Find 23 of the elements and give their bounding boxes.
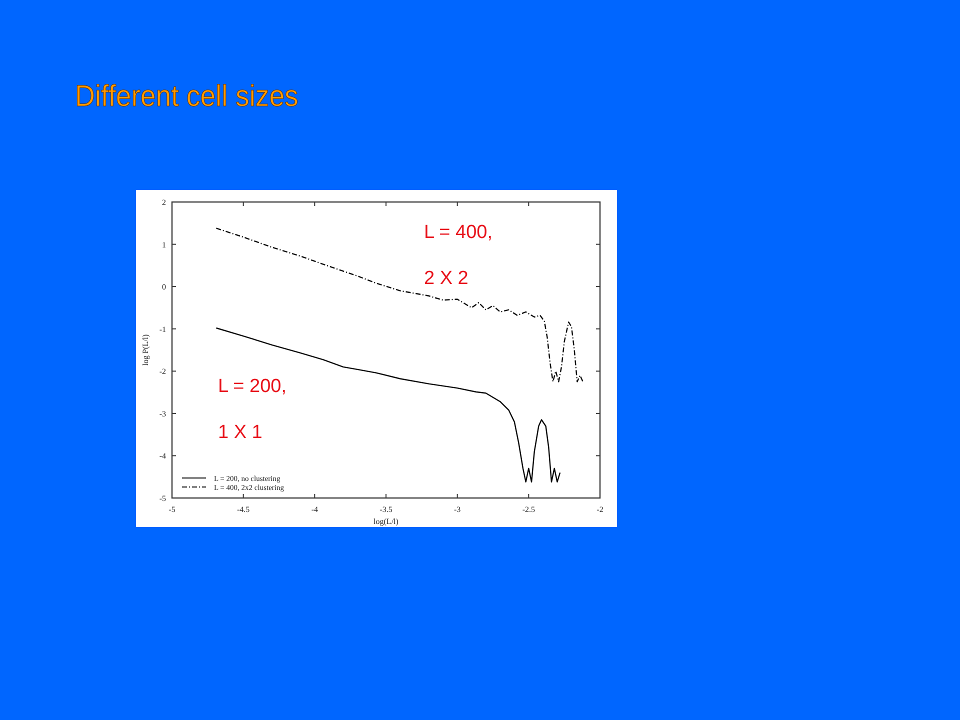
chart-title: Different cell sizes [75,80,298,114]
line-series [216,327,561,483]
annotation: L = 400, [424,222,492,243]
x-tick-label: -4 [311,505,318,514]
y-tick-label: -2 [159,367,166,376]
x-tick-label: -2 [596,505,604,514]
annotation: 2 X 2 [424,268,468,289]
x-tick-label: -3.5 [380,505,392,514]
y-tick-label: 1 [162,240,166,250]
x-tick-label: -2.5 [522,505,536,514]
y-tick-label: -4 [159,452,166,461]
y-tick-label: -1 [159,324,166,334]
x-tick-label: -4.5 [236,505,250,514]
annotation: 1 X 1 [218,422,262,443]
x-tick-label: -5 [168,505,176,514]
y-tick-label: 0 [162,282,166,292]
y-tick-label: -5 [159,494,166,503]
x-tick-label: -3 [454,505,461,514]
y-axis-title: log P(L/l) [141,334,150,366]
y-tick-label: 2 [162,198,166,207]
x-axis-title: log(L/l) [374,517,399,526]
y-tick-label: -3 [159,409,166,418]
annotation: L = 200, [218,376,286,397]
